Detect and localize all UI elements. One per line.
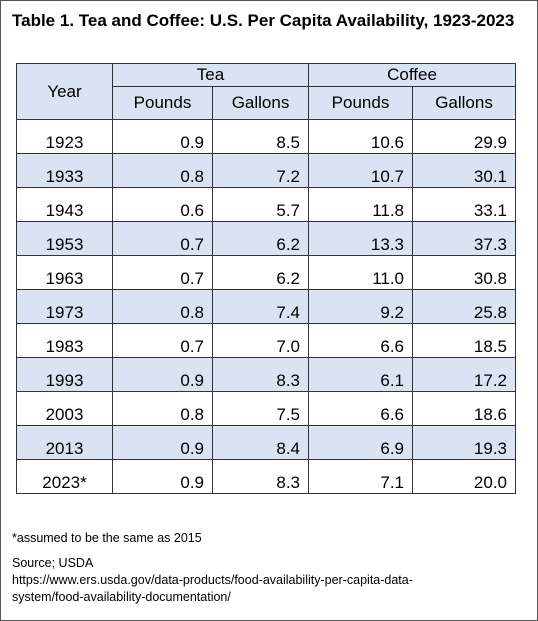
source-url-line-1: https://www.ers.usda.gov/data-products/f… <box>12 573 413 587</box>
coffee-gallons-cell: 37.3 <box>412 221 517 256</box>
year-cell: 2023* <box>16 459 113 494</box>
coffee-pounds-cell: 9.2 <box>308 289 414 324</box>
coffee-pounds-cell: 6.6 <box>308 391 414 426</box>
tea-pounds-cell: 0.9 <box>112 357 213 392</box>
year-cell: 1953 <box>16 221 113 256</box>
year-column-header: Year <box>16 63 113 120</box>
coffee-gallons-cell: 29.9 <box>412 119 517 154</box>
coffee-pounds-cell: 10.7 <box>308 153 414 188</box>
table-row: 1923 0.9 8.5 10.6 29.9 <box>16 119 517 154</box>
coffee-pounds-cell: 6.6 <box>308 323 414 358</box>
tea-pounds-cell: 0.7 <box>112 255 213 290</box>
tea-gallons-cell: 7.2 <box>211 153 310 188</box>
year-cell: 2013 <box>16 425 113 460</box>
tea-gallons-cell: 6.2 <box>211 255 310 290</box>
data-table: Year Tea Coffee Pounds Gallons Pounds Ga… <box>16 63 517 494</box>
tea-group-header: Tea <box>111 63 310 87</box>
coffee-gallons-cell: 18.5 <box>412 323 517 358</box>
table-row: 1943 0.6 5.7 11.8 33.1 <box>16 187 517 222</box>
tea-pounds-cell: 0.9 <box>112 119 213 154</box>
table-row: 1963 0.7 6.2 11.0 30.8 <box>16 255 517 290</box>
tea-pounds-cell: 0.8 <box>112 289 213 324</box>
coffee-pounds-cell: 11.0 <box>308 255 414 290</box>
source-block: Source; USDA https://www.ers.usda.gov/da… <box>12 555 413 606</box>
coffee-pounds-cell: 13.3 <box>308 221 414 256</box>
year-cell: 1963 <box>16 255 113 290</box>
table-title: Table 1. Tea and Coffee: U.S. Per Capita… <box>12 11 515 30</box>
year-cell: 1983 <box>16 323 113 358</box>
coffee-gallons-cell: 19.3 <box>412 425 517 460</box>
tea-gallons-cell: 8.5 <box>211 119 310 154</box>
tea-gallons-cell: 7.4 <box>211 289 310 324</box>
table-row: 1973 0.8 7.4 9.2 25.8 <box>16 289 517 324</box>
tea-pounds-header: Pounds <box>112 86 213 120</box>
year-cell: 1923 <box>16 119 113 154</box>
coffee-pounds-cell: 6.9 <box>308 425 414 460</box>
coffee-gallons-cell: 20.0 <box>412 459 517 494</box>
tea-gallons-cell: 8.3 <box>211 357 310 392</box>
coffee-gallons-cell: 17.2 <box>412 357 517 392</box>
table-row: 2013 0.9 8.4 6.9 19.3 <box>16 425 517 460</box>
coffee-gallons-cell: 18.6 <box>412 391 517 426</box>
tea-pounds-cell: 0.9 <box>112 459 213 494</box>
table-row: 1993 0.9 8.3 6.1 17.2 <box>16 357 517 392</box>
year-cell: 2003 <box>16 391 113 426</box>
coffee-gallons-cell: 33.1 <box>412 187 517 222</box>
source-url-line-2: system/food-availability-documentation/ <box>12 590 231 604</box>
tea-pounds-cell: 0.8 <box>112 153 213 188</box>
tea-pounds-cell: 0.6 <box>112 187 213 222</box>
coffee-gallons-cell: 30.8 <box>412 255 517 290</box>
coffee-pounds-cell: 6.1 <box>308 357 414 392</box>
tea-gallons-cell: 5.7 <box>211 187 310 222</box>
coffee-gallons-cell: 30.1 <box>412 153 517 188</box>
tea-gallons-cell: 7.0 <box>211 323 310 358</box>
coffee-gallons-cell: 25.8 <box>412 289 517 324</box>
coffee-pounds-cell: 11.8 <box>308 187 414 222</box>
tea-gallons-cell: 6.2 <box>211 221 310 256</box>
table-row: 1983 0.7 7.0 6.6 18.5 <box>16 323 517 358</box>
tea-pounds-cell: 0.7 <box>112 323 213 358</box>
source-label: Source; USDA <box>12 556 94 570</box>
table-row: 1953 0.7 6.2 13.3 37.3 <box>16 221 517 256</box>
tea-gallons-cell: 8.4 <box>211 425 310 460</box>
tea-pounds-cell: 0.9 <box>112 425 213 460</box>
tea-pounds-cell: 0.7 <box>112 221 213 256</box>
year-cell: 1993 <box>16 357 113 392</box>
table-row: 2023* 0.9 8.3 7.1 20.0 <box>16 459 517 494</box>
table-row: 1933 0.8 7.2 10.7 30.1 <box>16 153 517 188</box>
coffee-gallons-header: Gallons <box>412 86 517 120</box>
coffee-group-header: Coffee <box>308 63 517 87</box>
coffee-pounds-cell: 7.1 <box>308 459 414 494</box>
tea-gallons-cell: 7.5 <box>211 391 310 426</box>
table-row: 2003 0.8 7.5 6.6 18.6 <box>16 391 517 426</box>
coffee-pounds-cell: 10.6 <box>308 119 414 154</box>
year-cell: 1973 <box>16 289 113 324</box>
footnote: *assumed to be the same as 2015 <box>12 531 202 545</box>
year-cell: 1943 <box>16 187 113 222</box>
coffee-pounds-header: Pounds <box>308 86 414 120</box>
tea-gallons-cell: 8.3 <box>211 459 310 494</box>
year-cell: 1933 <box>16 153 113 188</box>
tea-pounds-cell: 0.8 <box>112 391 213 426</box>
tea-gallons-header: Gallons <box>211 86 310 120</box>
